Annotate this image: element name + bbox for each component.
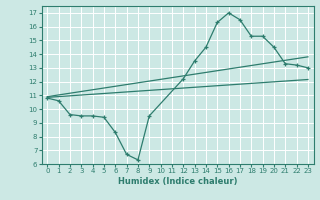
X-axis label: Humidex (Indice chaleur): Humidex (Indice chaleur) (118, 177, 237, 186)
